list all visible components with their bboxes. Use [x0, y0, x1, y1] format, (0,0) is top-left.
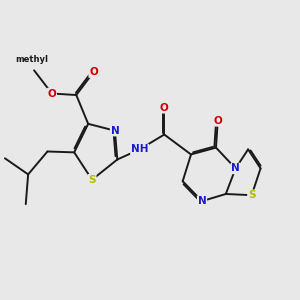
Text: methyl: methyl — [15, 55, 48, 64]
Text: N: N — [198, 196, 206, 206]
Text: N: N — [111, 126, 119, 136]
Text: O: O — [89, 67, 98, 77]
Text: O: O — [213, 116, 222, 126]
Text: N: N — [231, 164, 240, 173]
Text: S: S — [248, 190, 255, 200]
Text: S: S — [88, 175, 96, 185]
Text: NH: NH — [131, 144, 148, 154]
Text: O: O — [160, 103, 169, 113]
Text: O: O — [47, 88, 56, 98]
